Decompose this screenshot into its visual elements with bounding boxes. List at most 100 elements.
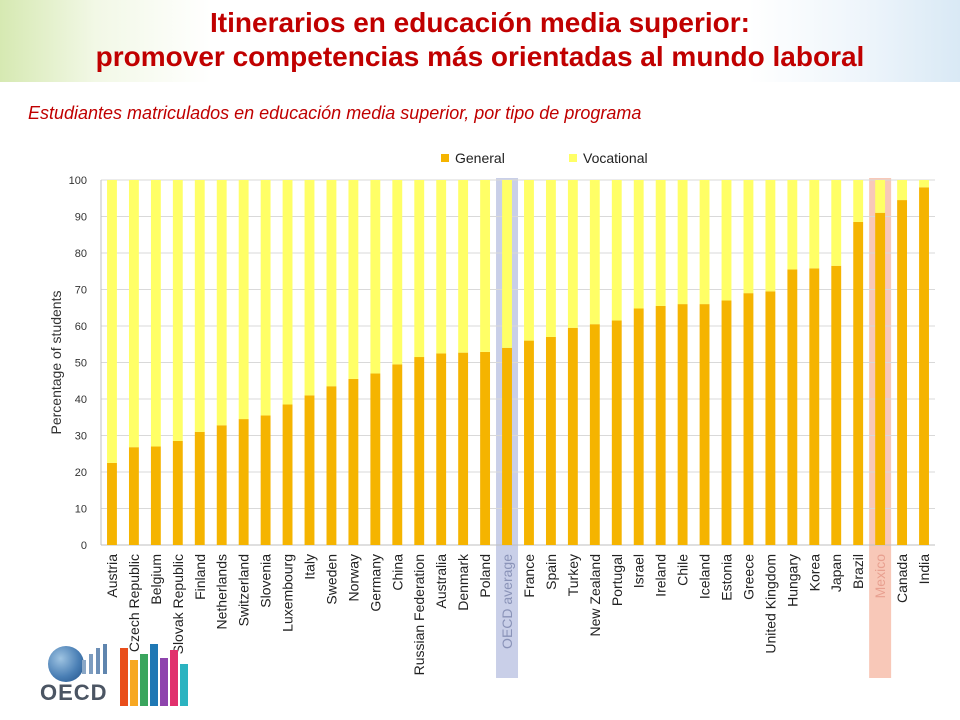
bar-general	[502, 347, 512, 545]
bar-general	[172, 440, 183, 545]
bar-general	[853, 221, 864, 545]
x-tick-label: Australia	[433, 554, 449, 609]
bar-vocational	[326, 180, 337, 387]
x-tick-label: Italy	[302, 554, 318, 580]
x-tick-label: OECD average	[499, 554, 515, 649]
bar-general	[107, 462, 117, 545]
y-tick-label: 20	[75, 467, 87, 479]
bar-general	[655, 305, 666, 545]
bar-general	[699, 304, 710, 545]
x-tick-label: Brazil	[850, 554, 866, 589]
x-tick-label: Luxembourg	[280, 554, 296, 632]
title-line-1: Itinerarios en educación media superior:	[210, 7, 750, 38]
x-tick-label: Denmark	[455, 553, 471, 611]
globe-icon	[48, 646, 84, 682]
bar-vocational	[524, 180, 534, 341]
x-tick-label: Slovak Republic	[170, 554, 186, 654]
bar-general	[677, 304, 688, 545]
bar-general	[567, 327, 578, 545]
x-tick-label: Greece	[740, 554, 756, 600]
x-tick-label: Czech Republic	[126, 554, 142, 652]
title-line-2: promover competencias más orientadas al …	[95, 41, 865, 72]
bar-general	[809, 268, 820, 545]
y-tick-label: 70	[75, 285, 87, 297]
y-tick-label: 100	[69, 175, 87, 187]
bar-general	[436, 353, 447, 545]
x-tick-label: Poland	[477, 554, 493, 598]
bar-vocational	[194, 180, 205, 432]
legend-swatch	[569, 154, 577, 162]
x-tick-label: Russian Federation	[411, 554, 427, 675]
y-tick-label: 0	[81, 540, 87, 552]
x-tick-label: Slovenia	[258, 554, 274, 608]
x-tick-label: Japan	[828, 554, 844, 592]
bar-general	[414, 357, 425, 545]
y-axis-label: Percentage of students	[48, 291, 64, 435]
bar-general	[524, 340, 534, 545]
bar-vocational	[392, 180, 403, 365]
y-tick-label: 30	[75, 431, 87, 443]
bar-vocational	[458, 180, 469, 353]
legend-label: General	[455, 150, 505, 166]
bar-vocational	[897, 180, 908, 201]
stripes-icon	[82, 644, 118, 674]
bar-general	[370, 373, 381, 545]
page-subtitle: Estudiantes matriculados en educación me…	[28, 103, 642, 123]
bar-vocational	[699, 180, 710, 305]
bar-vocational	[107, 180, 117, 463]
bar-general	[480, 351, 491, 545]
bar-general	[919, 187, 929, 546]
y-tick-label: 60	[75, 321, 87, 333]
bar-vocational	[787, 180, 798, 270]
bar-vocational	[282, 180, 293, 405]
y-tick-label: 10	[75, 504, 87, 516]
bar-general	[897, 200, 908, 545]
legend-swatch	[441, 154, 449, 162]
bar-vocational	[172, 180, 183, 441]
x-tick-label: Netherlands	[214, 554, 230, 630]
bar-general	[611, 320, 622, 545]
bar-general	[633, 308, 644, 545]
bar-vocational	[853, 180, 864, 222]
y-tick-label: 90	[75, 212, 87, 224]
bar-general	[765, 291, 776, 545]
y-tick-label: 80	[75, 248, 87, 260]
bar-vocational	[238, 180, 249, 420]
bar-general	[128, 447, 139, 545]
bar-vocational	[545, 180, 556, 337]
bar-vocational	[743, 180, 754, 294]
bar-general	[589, 324, 600, 545]
title-banner	[0, 0, 960, 82]
bar-vocational	[370, 180, 381, 374]
bar-vocational	[414, 180, 425, 358]
bar-vocational	[677, 180, 688, 305]
page-title: Itinerarios en educación media superior:…	[0, 6, 960, 74]
bar-vocational	[216, 180, 227, 426]
bar-vocational	[831, 180, 842, 266]
x-tick-label: Finland	[192, 554, 208, 600]
bar-vocational	[721, 180, 732, 301]
x-tick-label: Hungary	[784, 554, 800, 607]
bar-vocational	[633, 180, 644, 309]
bar-general	[238, 419, 249, 545]
bar-general	[721, 300, 732, 545]
x-tick-label: Canada	[894, 554, 910, 603]
bar-general	[831, 265, 842, 545]
bar-vocational	[875, 180, 886, 213]
x-tick-label: Ireland	[653, 554, 669, 597]
x-tick-label: Mexico	[872, 554, 888, 599]
bar-vocational	[919, 180, 929, 188]
bar-vocational	[589, 180, 600, 325]
bar-vocational	[655, 180, 666, 306]
oecd-logo: OECD	[40, 640, 190, 710]
x-tick-label: Norway	[345, 554, 361, 601]
x-tick-label: France	[521, 554, 537, 598]
bar-general	[458, 352, 469, 545]
bar-general	[326, 386, 337, 545]
x-tick-label: New Zealand	[587, 554, 603, 637]
y-tick-label: 40	[75, 394, 87, 406]
bar-vocational	[436, 180, 447, 354]
x-tick-label: Sweden	[323, 554, 339, 605]
bar-vocational	[150, 180, 161, 447]
bar-general	[194, 431, 205, 545]
